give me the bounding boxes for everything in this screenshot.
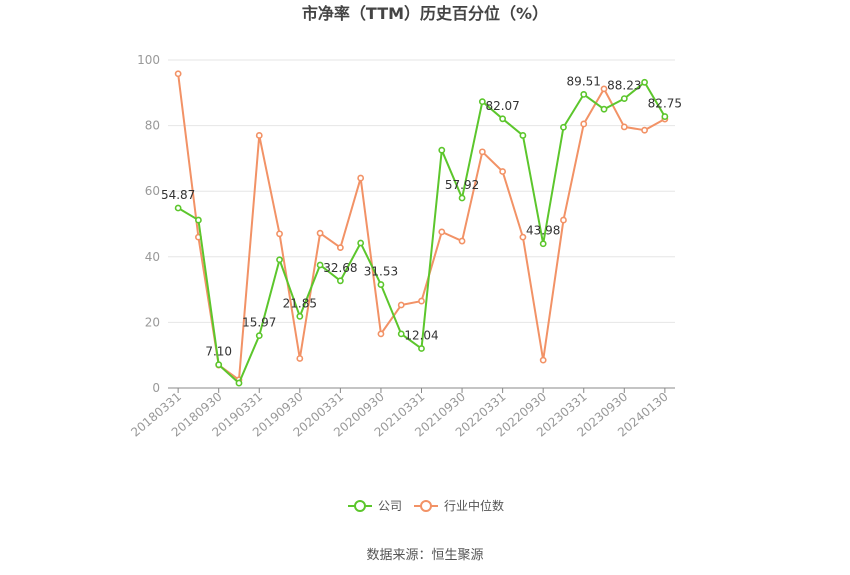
data-point (235, 379, 243, 387)
data-point (357, 174, 365, 182)
data-point (276, 230, 283, 238)
data-label: 15.97 (242, 316, 276, 330)
data-point (276, 256, 283, 264)
legend-marker (354, 500, 366, 512)
data-point (438, 228, 446, 236)
data-point (519, 233, 527, 241)
data-label: 43.98 (526, 224, 560, 238)
data-point (357, 239, 365, 247)
data-point (316, 261, 324, 269)
data-label: 12.04 (404, 329, 438, 343)
data-point (499, 115, 507, 123)
data-point (519, 132, 527, 139)
data-point (336, 244, 344, 252)
data-point (255, 132, 263, 139)
series-layer (174, 70, 669, 387)
y-tick-label: 100 (137, 53, 160, 67)
series-0 (174, 78, 669, 387)
data-point (478, 148, 486, 156)
data-label: 7.10 (205, 345, 232, 359)
data-point (478, 98, 486, 106)
data-point (418, 345, 425, 352)
data-point (499, 168, 507, 175)
data-point (195, 216, 202, 224)
data-label: 54.87 (161, 188, 195, 202)
data-point (397, 301, 405, 309)
data-point (620, 95, 628, 103)
data-label: 21.85 (283, 296, 317, 310)
data-point (620, 123, 628, 131)
grid-lines (168, 59, 675, 323)
series-1 (174, 70, 669, 384)
legend-label: 行业中位数 (444, 498, 504, 513)
legend: 公司 行业中位数 (348, 498, 504, 513)
source-note: 数据来源：恒生聚源 (366, 548, 483, 563)
y-tick-label: 60 (145, 184, 160, 198)
data-point (661, 113, 669, 120)
data-point (539, 240, 547, 248)
data-point (560, 216, 567, 224)
data-point (458, 194, 466, 202)
data-point (600, 105, 608, 113)
y-axis: 0 20 40 60 80 100 (137, 53, 160, 395)
y-tick-label: 40 (145, 250, 160, 264)
chart-title: 市净率（TTM）历史百分位（%） (302, 4, 548, 23)
data-label: 32.68 (323, 261, 357, 275)
x-axis: 2018033120180930201903312019093020200331… (128, 387, 675, 440)
data-point (296, 355, 304, 362)
data-point (397, 330, 405, 338)
data-point (438, 146, 446, 154)
legend-label: 公司 (378, 499, 402, 513)
data-point (641, 126, 648, 134)
data-point (296, 312, 304, 320)
data-point (215, 361, 223, 369)
data-point (600, 85, 608, 93)
y-tick-label: 0 (152, 381, 160, 395)
data-label: 31.53 (364, 265, 398, 279)
data-point (560, 123, 567, 131)
y-tick-label: 80 (145, 119, 160, 133)
data-label: 57.92 (445, 178, 479, 192)
data-label: 82.75 (648, 97, 682, 111)
data-point (174, 70, 182, 78)
data-point (377, 330, 385, 338)
data-label: 82.07 (485, 99, 519, 113)
data-point (539, 356, 547, 364)
data-point (174, 204, 182, 212)
data-point (377, 281, 385, 288)
data-point (580, 91, 588, 98)
legend-marker (420, 500, 432, 512)
data-point (336, 277, 344, 285)
data-point (641, 78, 648, 86)
data-point (458, 237, 466, 245)
data-point (316, 229, 324, 237)
data-point (418, 297, 425, 305)
data-label: 89.51 (567, 74, 601, 88)
data-label: 88.23 (607, 79, 641, 93)
data-labels: 54.87 7.10 15.97 21.85 32.68 31.53 12.04 57.92 8… (161, 74, 682, 358)
data-point (255, 332, 263, 340)
data-point (580, 120, 588, 128)
y-tick-label: 20 (145, 315, 160, 329)
